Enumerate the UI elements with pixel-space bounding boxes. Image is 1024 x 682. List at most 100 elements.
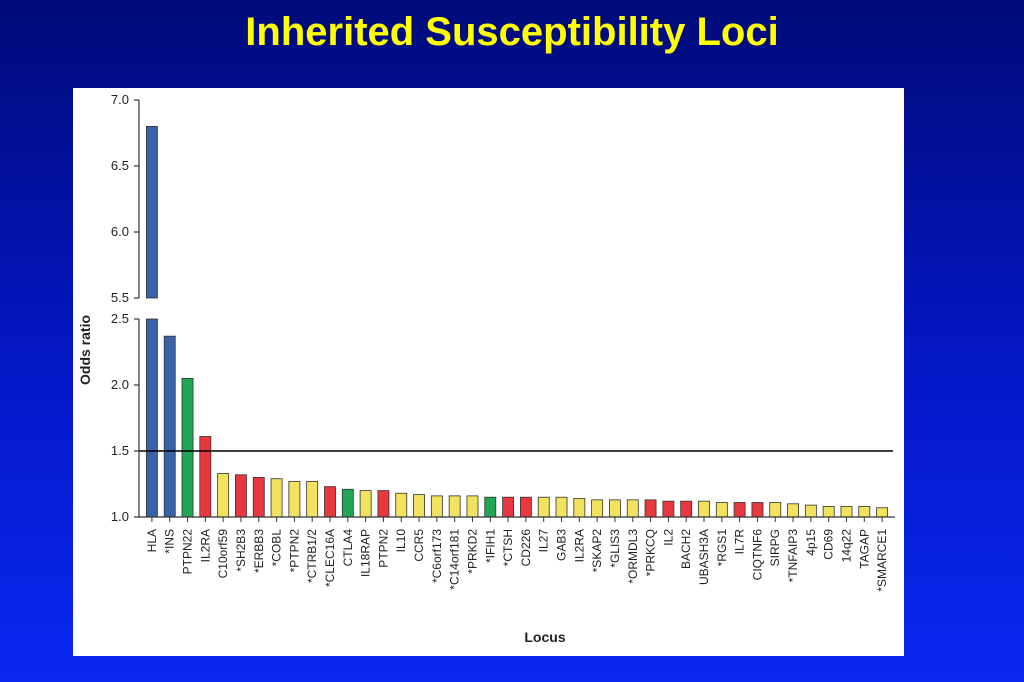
y-tick-label: 7.0 <box>111 92 129 107</box>
bar-clec16a <box>324 486 336 518</box>
x-tick-label: *SMARCE1 <box>875 529 889 592</box>
bar-il2 <box>662 500 675 518</box>
bar-cd226 <box>519 496 532 518</box>
x-tick-label: PTPN22 <box>181 529 195 575</box>
x-tick-label: IL2RA <box>198 529 212 562</box>
bar-c6orf173 <box>430 495 443 518</box>
x-tick-label: *INS <box>163 529 177 554</box>
y-axis-title: Odds ratio <box>77 315 93 385</box>
x-tick-label: *IFIH1 <box>483 529 497 563</box>
bar-ubash3a <box>698 500 710 518</box>
x-tick-label: *PRKCQ <box>644 529 658 576</box>
bar-ptpn22 <box>181 377 194 518</box>
slide-title: Inherited Susceptibility Loci <box>245 10 779 54</box>
x-tick-label: CIQTNF6 <box>750 529 764 581</box>
bar-ptpn2 <box>288 480 301 518</box>
x-tick-label: UBASH3A <box>697 529 711 585</box>
bar-il2ra <box>199 436 212 518</box>
y-tick-label: 5.5 <box>111 290 129 305</box>
x-tick-label: TAGAP <box>857 529 871 569</box>
bar-glis3 <box>609 499 621 518</box>
bar-hla-lower <box>145 318 158 518</box>
x-tick-label: IL27 <box>537 529 551 553</box>
bar-tnfaip3 <box>787 503 799 518</box>
x-tick-label: IL7R <box>733 529 747 555</box>
y-tick-label: 6.0 <box>111 224 129 239</box>
x-tick-label: *SKAP2 <box>590 529 604 573</box>
x-ticks-group: HLA *INS PTPN22 IL2RA C10orf59 *SH2B3 *ERBB3 *C… <box>145 517 889 592</box>
x-tick-label: HLA <box>145 529 159 552</box>
x-tick-label: 4p15 <box>804 529 818 556</box>
x-tick-label: *CLEC16A <box>323 529 337 587</box>
y-tick-label: 2.0 <box>111 377 129 392</box>
bar-prkd2 <box>466 495 479 518</box>
bar-erbb3 <box>252 476 265 518</box>
bar-cd69 <box>822 506 835 518</box>
x-tick-label: IL2 <box>661 529 675 546</box>
bar-skap2 <box>591 499 604 518</box>
bar-ctsh <box>502 496 515 518</box>
bar-il10 <box>395 492 408 518</box>
x-tick-label: *CTSH <box>501 529 515 566</box>
x-tick-label: *ORMDL3 <box>626 529 640 584</box>
x-tick-label: CD226 <box>519 529 533 567</box>
x-tick-label: C10orf59 <box>216 529 230 579</box>
x-tick-label: CTLA4 <box>341 529 355 567</box>
bar-ifih1 <box>484 496 497 518</box>
bar-c10orf59 <box>217 473 230 518</box>
x-tick-label: BACH2 <box>679 529 693 569</box>
bar-il7r <box>733 502 746 518</box>
bar-hla-upper <box>145 126 158 299</box>
x-tick-label: CCR5 <box>412 529 426 562</box>
bars-group <box>145 126 889 518</box>
y-ticks-group: 1.0 1.5 2.0 2.5 5.5 6.0 6.5 7.0 <box>111 92 139 524</box>
x-tick-label: *SH2B3 <box>234 529 248 572</box>
x-tick-label: *C6orf173 <box>430 529 444 583</box>
x-tick-label: PTPN2 <box>376 529 390 568</box>
bar-ccr5 <box>413 494 425 518</box>
bar-prkcq <box>644 499 657 518</box>
x-tick-label: *C14orf181 <box>448 529 462 590</box>
x-tick-label: *PTPN2 <box>287 529 301 573</box>
bar-ciqtnf6 <box>751 502 764 518</box>
y-tick-label: 6.5 <box>111 158 129 173</box>
bar-il18rap <box>359 490 372 518</box>
x-tick-label: IL18RAP <box>359 529 373 577</box>
bar-gab3 <box>555 496 568 518</box>
y-tick-label: 1.5 <box>111 443 129 458</box>
bar-sh2b3 <box>235 474 247 518</box>
bar-ormdl3 <box>626 499 639 518</box>
x-tick-label: 14q22 <box>839 529 853 563</box>
bar-ptpn2 <box>377 490 390 518</box>
x-tick-label: GAB3 <box>555 529 569 561</box>
bar-sirpg <box>769 502 782 518</box>
bar-il2ra <box>573 498 586 518</box>
bar-bach2 <box>680 500 693 518</box>
bar-c14orf181 <box>448 495 461 518</box>
x-tick-label: *CTRB1/2 <box>305 529 319 583</box>
y-tick-label: 2.5 <box>111 311 129 326</box>
bar-14q22 <box>840 506 853 518</box>
x-tick-label: *RGS1 <box>715 529 729 567</box>
x-tick-label: *COBL <box>270 529 284 567</box>
x-tick-label: *ERBB3 <box>252 529 266 573</box>
bar-4p15 <box>804 504 817 518</box>
x-axis-title: Locus <box>524 629 565 645</box>
bar-ctrb12 <box>306 480 319 518</box>
bar-il27 <box>537 496 550 518</box>
bar-ctla4 <box>341 488 354 518</box>
y-tick-label: 1.0 <box>111 509 129 524</box>
x-tick-label: IL10 <box>394 529 408 553</box>
bar-rgs1 <box>715 502 728 518</box>
bar-ins <box>163 335 176 518</box>
x-tick-label: IL2RA <box>572 529 586 562</box>
bar-chart: 1.01.52.02.55.56.06.57.0 HLA *INS PTPN22 IL… <box>77 92 895 645</box>
x-tick-label: CD69 <box>822 529 836 560</box>
bar-cobl <box>270 478 283 518</box>
x-tick-label: *PRKD2 <box>465 529 479 574</box>
bar-tagap <box>858 506 871 518</box>
bar-smarce1 <box>876 507 889 518</box>
x-tick-label: *GLIS3 <box>608 529 622 568</box>
x-tick-label: SIRPG <box>768 529 782 566</box>
chart-panel: 1.0 1.5 2.0 2.5 5.5 6.0 6.5 7.0 HLA *INS PTPN22 IL… <box>73 88 904 656</box>
